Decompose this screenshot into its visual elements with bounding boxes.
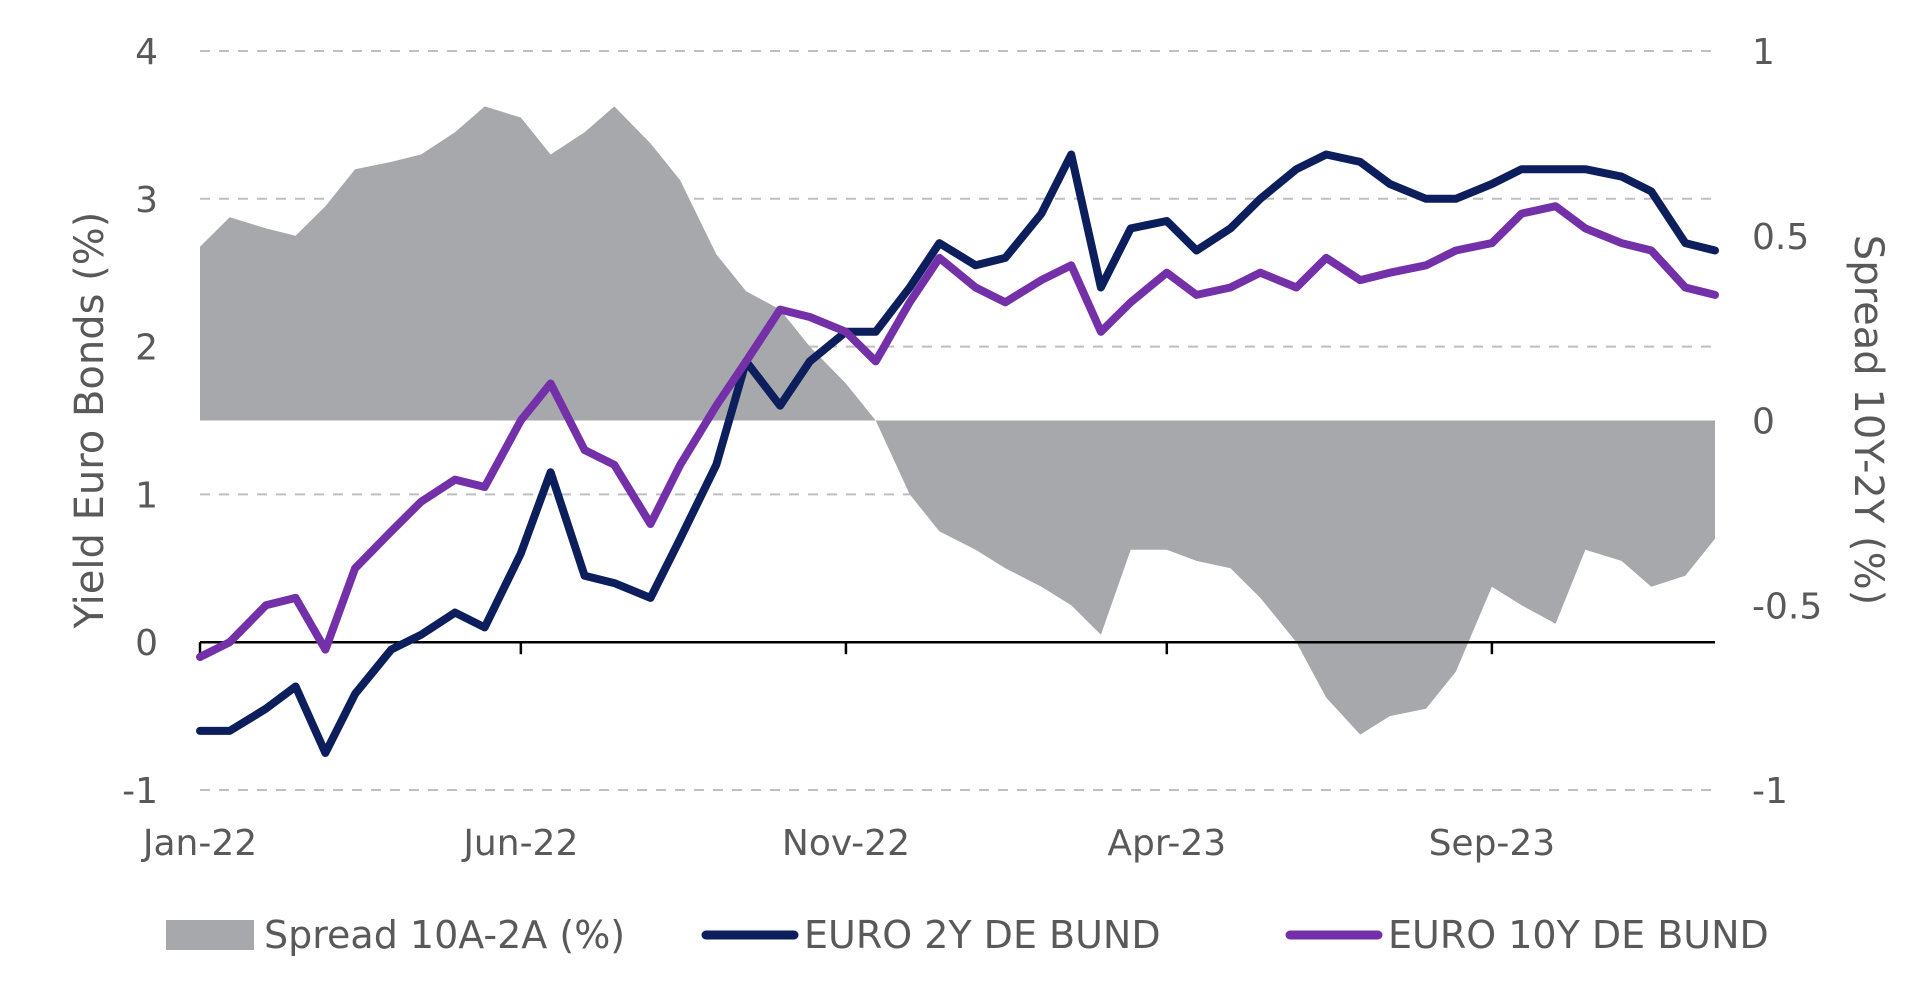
x-tick-label: Jan-22 — [141, 823, 257, 864]
y-right-tick-label: 0.5 — [1752, 217, 1809, 258]
x-tick-label: Apr-23 — [1107, 823, 1226, 864]
legend-item-spread: Spread 10A-2A (%) — [166, 913, 625, 957]
spread-area — [200, 106, 1715, 735]
line-2y-bund — [196, 150, 1719, 757]
legend-label-2y: EURO 2Y DE BUND — [804, 913, 1161, 957]
y-left-axis-title: Yield Euro Bonds (%) — [67, 212, 113, 630]
y-left-tick-label: 1 — [135, 475, 158, 516]
legend-item-10y: EURO 10Y DE BUND — [1285, 913, 1769, 957]
legend-swatch-spread — [166, 920, 254, 950]
line-10y-bund — [196, 202, 1719, 661]
legend-item-2y: EURO 2Y DE BUND — [701, 913, 1161, 957]
x-tick-label: Jun-22 — [461, 823, 578, 864]
x-axis — [198, 640, 1715, 655]
legend: Spread 10A-2A (%) EURO 2Y DE BUND EURO 1… — [166, 913, 1769, 957]
y-right-tick-label: -0.5 — [1752, 586, 1822, 627]
y-right-axis-title: Spread 10Y-2Y (%) — [1845, 235, 1891, 605]
y-left-tick-label: 3 — [135, 180, 158, 221]
spread-area-layer — [200, 106, 1715, 735]
y-right-tick-label: -1 — [1752, 771, 1788, 812]
tick-labels: 4 3 2 1 0 -1 1 0.5 0 -0.5 -1 Jan-22 Jun-22 Nov-22 Apr-… — [122, 32, 1822, 864]
y-right-tick-label: 0 — [1752, 402, 1775, 443]
y-left-tick-label: 2 — [135, 328, 158, 369]
series-lines — [196, 150, 1719, 757]
x-tick-label: Sep-23 — [1429, 823, 1556, 864]
y-right-tick-label: 1 — [1752, 32, 1775, 73]
y-left-tick-label: 0 — [135, 623, 158, 664]
legend-label-spread: Spread 10A-2A (%) — [264, 913, 625, 957]
legend-label-10y: EURO 10Y DE BUND — [1388, 913, 1769, 957]
y-left-tick-label: -1 — [122, 771, 158, 812]
x-tick-label: Nov-22 — [782, 823, 910, 864]
y-left-tick-label: 4 — [135, 32, 158, 73]
